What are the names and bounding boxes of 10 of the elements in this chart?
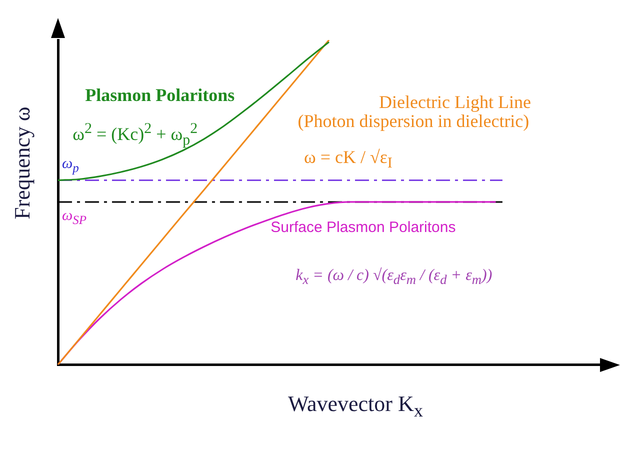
annotation: ω = cK / √ε$_{I}$ [304, 147, 392, 173]
y-axis-title: Frequency ω [9, 106, 36, 220]
ref-line-label: ω$_{p}$ [62, 156, 79, 176]
text: Dielectric Light Line [379, 92, 531, 113]
ref-line-label: ω$_{SP}$ [62, 208, 86, 228]
x-axis-title: Wavevector K$_{x}$ [288, 390, 424, 421]
series-label: Surface Plasmon Polaritons [270, 218, 456, 236]
text: k$_{x}$ = (ω / c) √(ε$_{d}$ε$_{m}$ / (ε$_{d}$ + ε$_{m}$)) [296, 267, 492, 288]
annotation: (Photon dispersion in dielectric) [298, 111, 530, 132]
series-label: Plasmon Polaritons [85, 85, 235, 106]
